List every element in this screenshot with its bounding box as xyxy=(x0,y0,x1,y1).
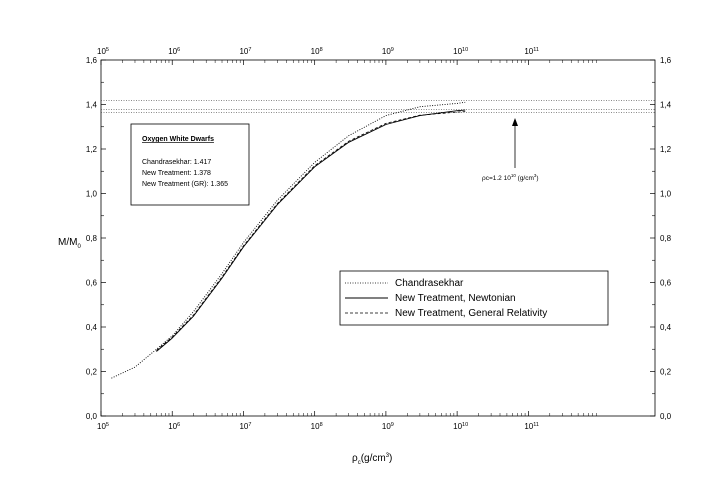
x-tick-label-top: 105 xyxy=(97,47,109,56)
info-box-title: Oxygen White Dwarfs xyxy=(142,136,214,143)
info-box-frame xyxy=(130,123,250,206)
y-axis-title: M/M0 xyxy=(58,237,81,250)
density-annotation: ρc=1.2 1010 (g/cm3) xyxy=(482,118,539,182)
info-box-line-2: New Treatment: 1.378 xyxy=(142,170,211,177)
x-tick-label-top: 109 xyxy=(382,47,394,56)
x-tick-label-top: 106 xyxy=(168,47,180,56)
x-tick-label-top: 1010 xyxy=(453,47,468,56)
info-box-line-3: New Treatment (GR): 1.365 xyxy=(142,181,228,188)
series-lines xyxy=(111,101,466,379)
y-tick-label-right: 1,0 xyxy=(660,190,672,199)
info-box-line-1: Chandrasekhar: 1.417 xyxy=(142,159,211,166)
plot-frame xyxy=(100,59,656,417)
legend-label-gr: New Treatment, General Relativity xyxy=(395,308,547,319)
y-tick-label-left: 0,0 xyxy=(86,412,98,421)
annotation-text: ρc=1.2 1010 (g/cm3) xyxy=(482,173,539,182)
y-tick-label-left: 1,0 xyxy=(86,190,98,199)
x-tick-label-bottom: 105 xyxy=(97,422,109,431)
y-tick-label-left: 0,8 xyxy=(86,234,98,243)
y-tick-label-right: 1,4 xyxy=(660,101,672,110)
x-axis-title: ρc(g/cm3) xyxy=(352,453,392,466)
y-tick-label-right: 0,0 xyxy=(660,412,672,421)
x-tick-label-bottom: 1010 xyxy=(453,422,468,431)
y-tick-label-left: 1,6 xyxy=(86,56,98,65)
legend: Chandrasekhar New Treatment, Newtonian N… xyxy=(339,270,609,326)
y-tick-label-right: 0,4 xyxy=(660,323,672,332)
x-tick-label-bottom: 108 xyxy=(311,422,323,431)
y-tick-label-left: 0,6 xyxy=(86,279,98,288)
x-tick-label-top: 1011 xyxy=(524,47,539,56)
legend-label-newtonian: New Treatment, Newtonian xyxy=(395,293,516,304)
series-line-3 xyxy=(156,111,466,351)
x-tick-label-bottom: 109 xyxy=(382,422,394,431)
y-tick-label-right: 1,6 xyxy=(660,56,672,65)
y-tick-label-left: 1,2 xyxy=(86,145,98,154)
y-tick-label-left: 0,2 xyxy=(86,368,98,377)
y-tick-label-right: 0,6 xyxy=(660,279,672,288)
y-tick-label-right: 0,2 xyxy=(660,368,672,377)
info-box: Oxygen White Dwarfs Chandrasekhar: 1.417… xyxy=(130,123,250,206)
legend-label-chandrasekhar: Chandrasekhar xyxy=(395,278,464,289)
y-tick-label-left: 1,4 xyxy=(86,101,98,110)
x-tick-label-bottom: 1011 xyxy=(524,422,539,431)
y-tick-label-right: 0,8 xyxy=(660,234,672,243)
reference-lines xyxy=(101,100,655,113)
x-tick-label-top: 107 xyxy=(239,47,251,56)
axis-ticks: 0,0 0,0 0,2 0,2 0,4 0,4 0,6 0,6 0,8 0,8 1,0 1,0 1,2 1… xyxy=(86,47,672,431)
series-line-2 xyxy=(156,109,466,352)
x-tick-label-bottom: 107 xyxy=(239,422,251,431)
x-tick-label-top: 108 xyxy=(311,47,323,56)
y-tick-label-left: 0,4 xyxy=(86,323,98,332)
x-tick-label-bottom: 106 xyxy=(168,422,180,431)
y-tick-label-right: 1,2 xyxy=(660,145,672,154)
annotation-arrow-head xyxy=(512,118,518,126)
